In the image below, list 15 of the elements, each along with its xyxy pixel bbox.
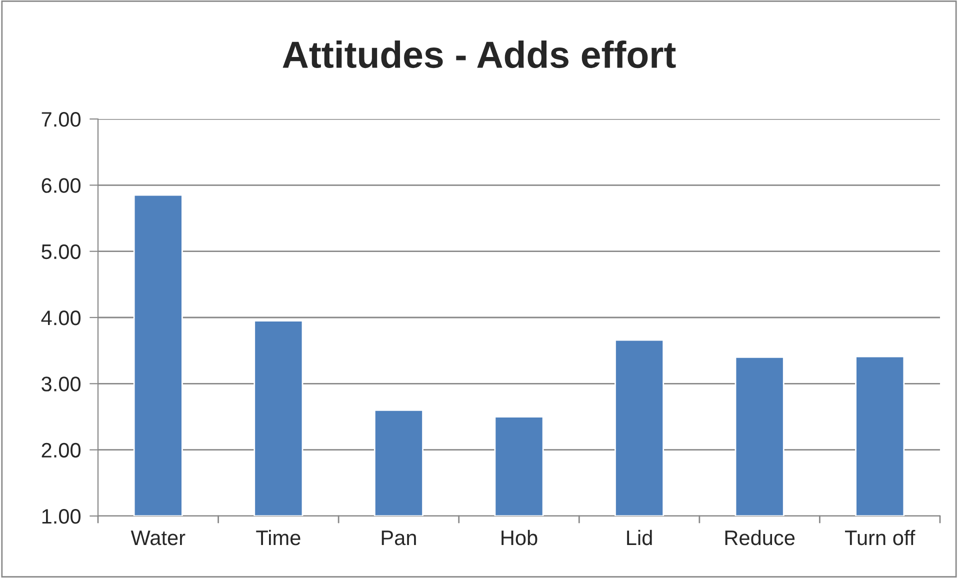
x-tick-label: Water [130, 530, 186, 546]
y-tick-label: 4.00 [41, 310, 81, 326]
y-tick-label: 6.00 [42, 178, 81, 193]
x-tick-label: Hob [502, 530, 538, 546]
y-tick-label: 5.00 [42, 244, 81, 260]
y-tick-label: 1.00 [42, 509, 81, 524]
y-tick-label: 3.00 [42, 376, 81, 392]
y-tick-label: 2.00 [42, 442, 81, 458]
x-tick-label: Turn off [845, 530, 916, 546]
y-tick-label: 7.00 [42, 112, 81, 127]
x-tick-label: Pan [382, 530, 416, 546]
x-tick-label: Lid [627, 530, 652, 546]
chart-title: Attitudes - Adds effort [282, 40, 676, 68]
x-tick-label: Reduce [725, 530, 795, 546]
x-tick-label: Time [256, 530, 300, 546]
